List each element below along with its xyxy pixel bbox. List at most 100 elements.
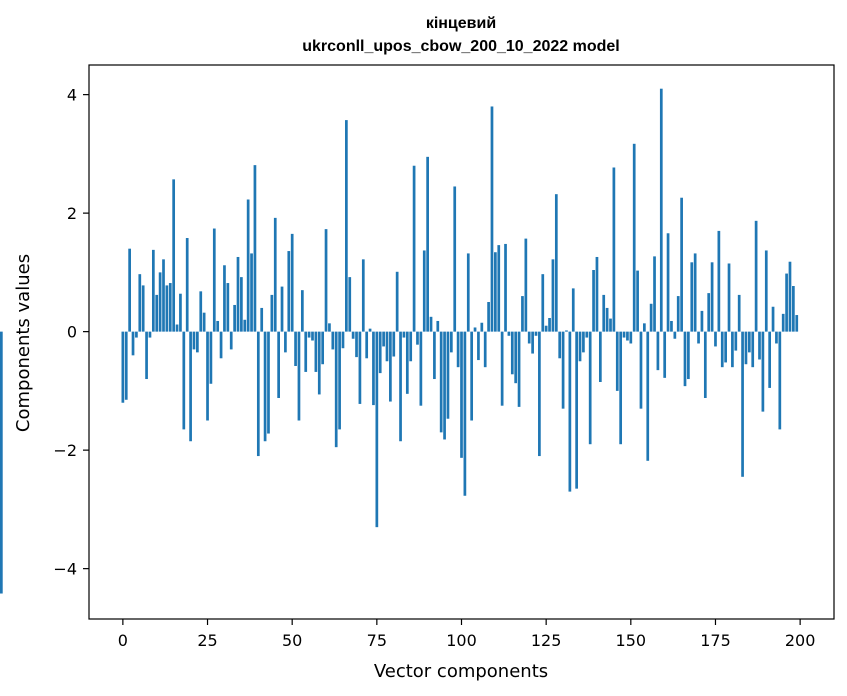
bar-154	[643, 323, 646, 332]
bar-178	[724, 331, 727, 363]
bar-147	[619, 331, 623, 445]
bar-44	[270, 294, 274, 332]
bar-105	[477, 331, 480, 361]
bar-56	[311, 331, 314, 341]
bar-131	[565, 330, 568, 332]
bar-19	[185, 238, 189, 332]
bar-194	[778, 331, 782, 430]
bar-81	[395, 271, 399, 332]
bar-38	[250, 253, 253, 332]
bar-172	[703, 331, 707, 398]
bars-group	[0, 88, 799, 594]
bar-196	[785, 273, 788, 332]
bar-170	[697, 331, 700, 344]
bar-98	[453, 186, 457, 332]
bar-53	[300, 290, 304, 332]
bar-20	[189, 331, 192, 442]
bar-27	[212, 228, 216, 332]
bar-102	[466, 253, 470, 332]
bar-130	[561, 331, 565, 409]
bar-186	[751, 331, 755, 368]
bar-113	[504, 243, 507, 332]
bar-undefined	[0, 331, 3, 594]
bar-0	[121, 331, 125, 403]
bar-79	[389, 331, 392, 402]
x-tick-label: 0	[118, 631, 128, 650]
bar-199	[795, 315, 799, 332]
bar-67	[348, 277, 352, 332]
bar-48	[284, 331, 287, 353]
bar-77	[382, 331, 385, 347]
bar-112	[500, 331, 504, 406]
bar-4	[135, 331, 138, 338]
x-axis-ticks: 0 25 50 75 100 125 150 175 200	[118, 619, 815, 650]
chart-title-line-1: кінцевий	[426, 15, 496, 32]
bar-68	[351, 331, 355, 339]
bar-108	[487, 302, 490, 332]
y-tick-label: 2	[67, 204, 77, 223]
bar-162	[670, 320, 673, 332]
bar-71	[361, 259, 365, 332]
bar-141	[598, 331, 602, 382]
bar-60	[324, 229, 328, 332]
bar-128	[554, 194, 558, 332]
bar-183	[741, 331, 744, 477]
bar-66	[345, 120, 348, 332]
bar-51	[294, 331, 297, 366]
bar-72	[365, 331, 369, 359]
bar-133	[571, 288, 575, 332]
x-axis-label: Vector components	[374, 661, 548, 682]
bar-148	[622, 331, 626, 338]
bar-159	[659, 88, 663, 332]
bar-137	[585, 331, 589, 338]
bar-107	[483, 331, 487, 368]
bar-26	[209, 331, 213, 384]
bar-37	[246, 199, 250, 332]
bar-177	[720, 331, 724, 368]
bar-5	[138, 274, 142, 332]
bar-83	[402, 331, 406, 338]
bar-179	[727, 263, 731, 332]
plot-frame	[88, 64, 835, 620]
bar-171	[700, 310, 704, 332]
y-axis-ticks: −4 −2 0 2 4	[53, 86, 89, 579]
bar-184	[744, 331, 748, 365]
bar-29	[219, 331, 223, 359]
bar-11	[158, 272, 162, 332]
bar-182	[737, 294, 741, 332]
bar-145	[612, 167, 616, 332]
bar-91	[429, 316, 433, 332]
bar-61	[328, 323, 331, 332]
bar-123	[538, 331, 541, 457]
bar-116	[514, 331, 518, 384]
bar-146	[615, 331, 619, 391]
bar-17	[179, 293, 182, 332]
bar-23	[199, 291, 203, 332]
bar-169	[693, 253, 697, 332]
bar-132	[568, 331, 572, 492]
bar-129	[558, 331, 562, 359]
bar-75	[375, 331, 379, 528]
x-tick-label: 50	[282, 631, 302, 650]
bar-167	[687, 331, 690, 380]
bar-152	[636, 270, 639, 332]
bar-55	[307, 331, 311, 338]
bar-63	[334, 331, 338, 448]
bar-106	[480, 322, 484, 332]
bar-118	[521, 296, 524, 332]
bar-8	[148, 331, 152, 338]
bar-64	[338, 331, 341, 430]
bar-41	[260, 307, 264, 332]
bar-104	[473, 327, 477, 332]
bar-62	[331, 331, 335, 350]
bar-3	[131, 331, 135, 356]
bar-35	[240, 277, 243, 332]
bar-180	[731, 331, 734, 368]
bar-21	[192, 331, 196, 350]
bar-150	[629, 331, 633, 344]
bar-59	[321, 331, 325, 365]
bar-34	[236, 256, 240, 332]
bar-32	[229, 331, 233, 350]
bar-157	[653, 256, 656, 332]
